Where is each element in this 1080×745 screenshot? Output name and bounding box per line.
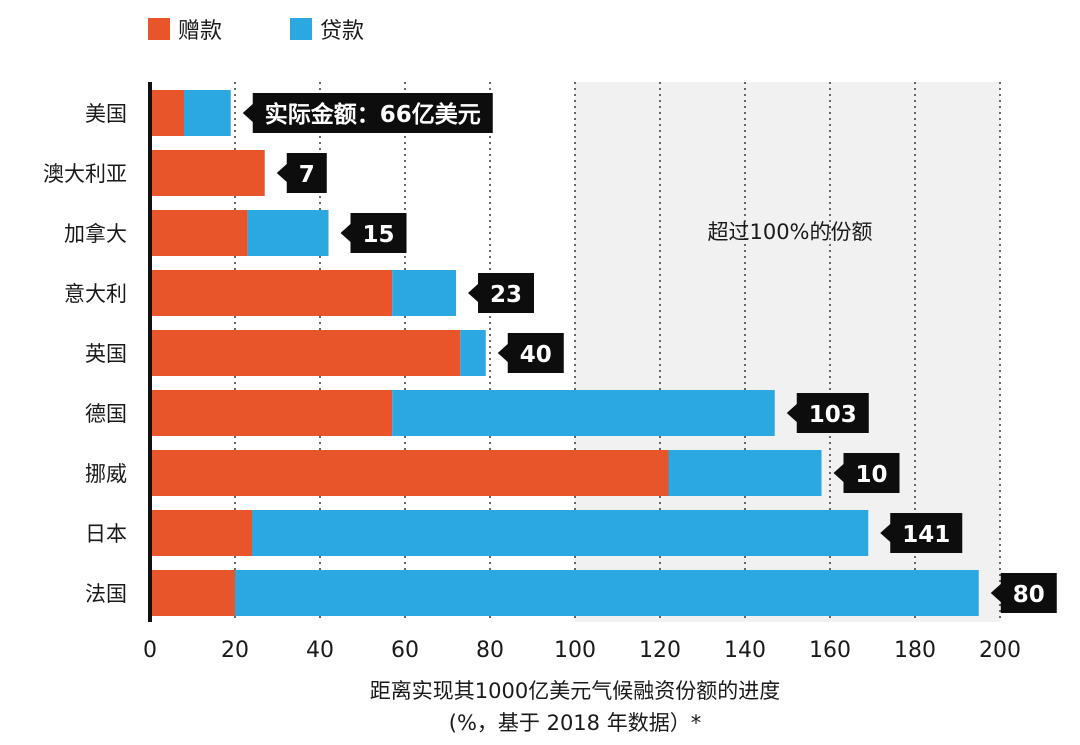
x-tick-label: 180 [894,638,936,663]
bar-segment-grant [150,450,669,496]
bar-segment-grant [150,570,235,616]
bars [150,90,979,616]
over-100-annotation: 超过100%的份额 [707,220,872,244]
legend: 赠款 贷款 [148,18,364,44]
bar-segment-grant [150,210,248,256]
value-callout-box [276,153,327,193]
legend-swatch-grant [148,18,170,40]
x-tick-label: 40 [306,638,334,663]
x-tick-labels: 0 20 40 60 80 100 120 140 160 180 200 [143,638,1021,663]
bar-segment-grant [150,390,393,436]
category-label: 法国 [85,582,127,606]
category-label: 德国 [85,402,127,426]
bar-segment-loan [184,90,231,136]
category-label: 加拿大 [64,222,127,246]
bar-segment-grant [150,510,252,556]
x-tick-label: 0 [143,638,157,663]
x-tick-label: 100 [554,638,596,663]
category-label: 美国 [85,102,127,126]
x-tick-label: 200 [979,638,1021,663]
x-tick-label: 20 [221,638,249,663]
bar-segment-loan [392,270,456,316]
value-callout-box [340,213,407,253]
value-callout-box [786,393,869,433]
x-tick-label: 160 [809,638,851,663]
x-axis-subtitle: (%，基于 2018 年数据）* [449,711,701,735]
legend-label-grant: 赠款 [178,19,222,44]
value-callout-text: 10 [856,462,888,488]
bar-segment-loan [247,210,329,256]
bar-segment-grant [150,150,265,196]
bar-segment-loan [252,510,869,556]
bar-segment-loan [668,450,822,496]
category-label: 意大利 [64,282,127,306]
legend-label-loan: 贷款 [320,19,364,44]
x-axis-title: 距离实现其1000亿美元气候融资份额的进度 [370,679,780,703]
category-label: 日本 [85,522,127,546]
value-callout-box [242,93,493,133]
bar-segment-grant [150,330,461,376]
bar-segment-loan [235,570,979,616]
bar-segment-loan [460,330,486,376]
value-callout-box [880,513,963,553]
value-callout-text: 103 [809,402,857,428]
bar-segment-grant [150,270,393,316]
x-tick-label: 120 [639,638,681,663]
legend-swatch-loan [290,18,312,40]
bar-segment-grant [150,90,184,136]
bar-segment-loan [392,390,775,436]
value-callout-box [497,333,564,373]
value-callout-text: 141 [902,522,950,548]
value-callout-box [468,273,535,313]
value-callout-text: 80 [1013,582,1045,608]
x-tick-label: 140 [724,638,766,663]
category-label: 挪威 [85,462,127,486]
x-tick-label: 60 [391,638,419,663]
value-callout-text: 实际金额：66亿美元 [265,101,481,128]
value-callout-box [990,573,1057,613]
value-callout-text: 40 [520,342,552,368]
value-callout-text: 15 [363,222,395,248]
value-callout-text: 7 [299,162,315,188]
category-label: 澳大利亚 [43,162,127,186]
value-callouts: 实际金额：66亿美元 7 15 23 40 103 10 141 80 [242,93,1057,613]
x-tick-label: 80 [476,638,504,663]
category-label: 英国 [85,342,127,366]
value-callout-text: 23 [490,282,522,308]
value-callout-box [833,453,900,493]
